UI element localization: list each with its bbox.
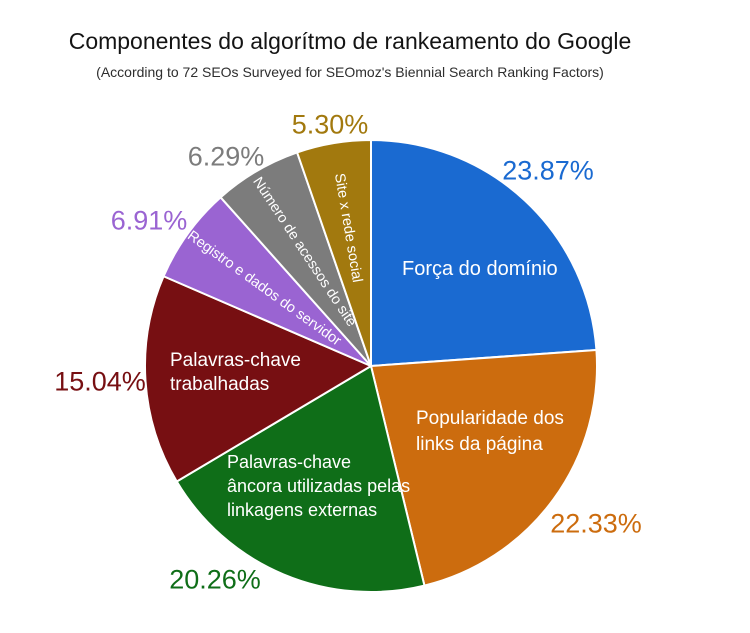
value-label-numero-de-acessos-do-site: 6.29%	[187, 141, 265, 172]
chart-title: Componentes do algorítmo de rankeamento …	[68, 28, 632, 54]
pie-slice-popularidade-dos-links-da-pagina	[370, 348, 598, 587]
slice-label-line: Força do domínio	[402, 258, 558, 280]
pie-slice-palavras-chave-ancora	[175, 365, 426, 593]
value-label-forca-do-dominio: 23.87%	[502, 155, 594, 186]
value-label-registro-e-dados-do-servidor: 6.91%	[110, 205, 188, 236]
value-label-palavras-chave-ancora: 20.26%	[169, 564, 261, 595]
value-label-popularidade-dos-links: 22.33%	[550, 508, 642, 539]
slice-label-line: linkagens externas	[227, 500, 378, 520]
slice-label-line: Palavras-chave	[170, 350, 301, 371]
slice-label-line: Palavras-chave	[227, 452, 352, 472]
pie-slice-forca-do-dominio	[370, 139, 598, 367]
value-label-palavras-chave-trabalhadas: 15.04%	[54, 366, 146, 397]
chart-subtitle: (According to 72 SEOs Surveyed for SEOmo…	[96, 64, 604, 80]
pie-slice-site-x-rede-social	[296, 139, 372, 367]
slice-label-palavras-chave-ancora: Palavras-chave âncora utilizadas pelas lin…	[227, 450, 410, 522]
slice-label-popularidade-dos-links: Popularidade dos links da página	[416, 406, 564, 458]
value-label-site-x-rede-social: 5.30%	[291, 109, 369, 140]
pie-slice-palavras-chave-trabalhadas	[144, 275, 372, 483]
slice-label-palavras-chave-trabalhadas: Palavras-chave trabalhadas	[170, 349, 301, 397]
slice-label-line: links da página	[416, 434, 543, 455]
slice-label-line: âncora utilizadas pelas	[227, 476, 411, 496]
slice-label-forca-do-dominio: Força do domínio	[402, 257, 558, 282]
slice-label-line: trabalhadas	[170, 374, 270, 395]
slice-label-line: Popularidade dos	[416, 408, 564, 429]
